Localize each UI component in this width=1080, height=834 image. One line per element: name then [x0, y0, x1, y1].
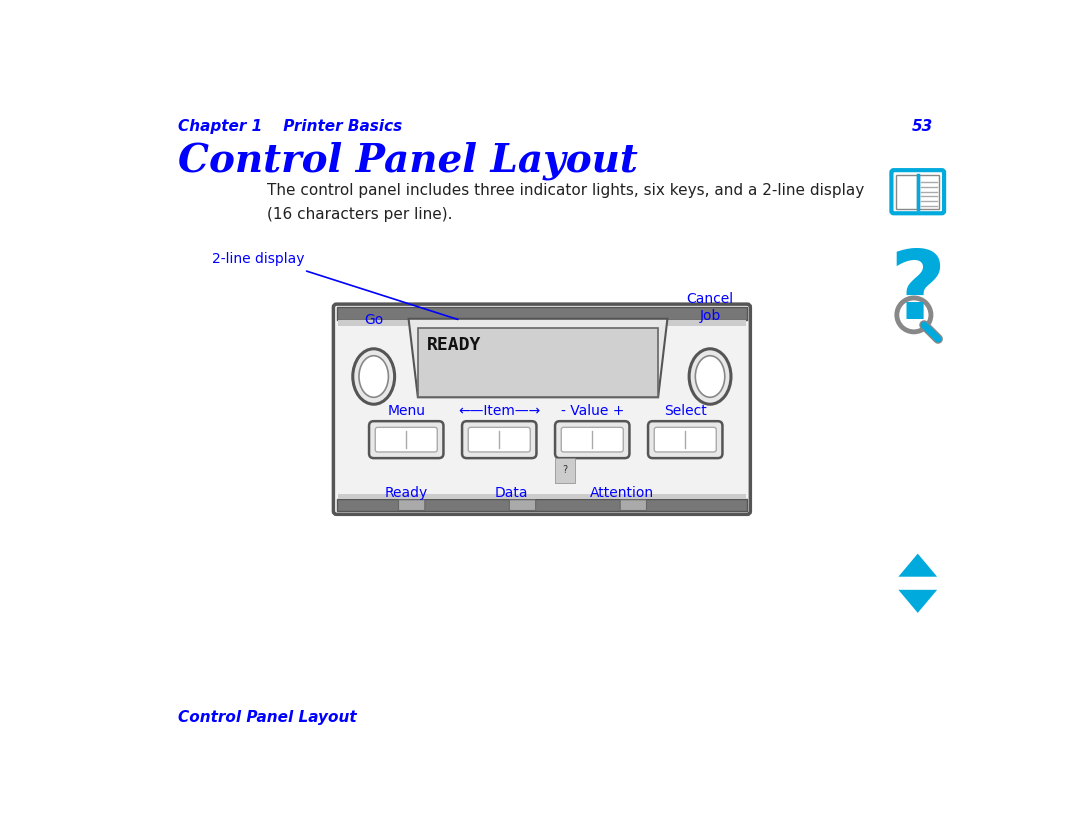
Text: Chapter 1    Printer Basics: Chapter 1 Printer Basics [177, 118, 402, 133]
Ellipse shape [689, 349, 731, 404]
Text: Go: Go [364, 314, 383, 327]
Ellipse shape [696, 356, 725, 397]
Text: Cancel
Job: Cancel Job [687, 293, 733, 323]
Circle shape [914, 249, 921, 256]
Text: Control Panel Layout: Control Panel Layout [177, 710, 356, 725]
FancyBboxPatch shape [896, 175, 917, 208]
Bar [338, 494, 745, 499]
Text: READY: READY [428, 336, 482, 354]
Text: Ready: Ready [384, 486, 428, 500]
FancyBboxPatch shape [918, 175, 940, 208]
FancyBboxPatch shape [654, 427, 716, 452]
Text: Data: Data [495, 486, 528, 500]
Text: Control Panel Layout: Control Panel Layout [177, 142, 637, 180]
Text: 2-line display: 2-line display [213, 253, 305, 266]
Text: 53: 53 [912, 118, 933, 133]
FancyBboxPatch shape [562, 427, 623, 452]
Text: ←—Item—→: ←—Item—→ [458, 404, 540, 418]
Text: ?: ? [890, 245, 946, 339]
Bar [337, 307, 747, 319]
FancyBboxPatch shape [399, 500, 424, 510]
Text: Select: Select [664, 404, 706, 418]
FancyBboxPatch shape [555, 421, 630, 458]
Text: - Value +: - Value + [561, 404, 624, 418]
FancyBboxPatch shape [620, 500, 647, 510]
Polygon shape [899, 554, 937, 576]
FancyBboxPatch shape [891, 170, 944, 214]
Bar [338, 319, 745, 326]
FancyBboxPatch shape [648, 421, 723, 458]
FancyBboxPatch shape [334, 304, 751, 515]
Text: The control panel includes three indicator lights, six keys, and a 2-line displa: The control panel includes three indicat… [267, 183, 864, 222]
Polygon shape [408, 319, 667, 397]
FancyBboxPatch shape [369, 421, 444, 458]
Ellipse shape [359, 356, 389, 397]
FancyBboxPatch shape [510, 500, 536, 510]
Text: ?: ? [563, 465, 568, 475]
Ellipse shape [353, 349, 394, 404]
Text: Attention: Attention [590, 486, 653, 500]
FancyBboxPatch shape [375, 427, 437, 452]
Circle shape [896, 298, 931, 332]
Bar [418, 328, 658, 397]
Text: Menu: Menu [388, 404, 426, 418]
Polygon shape [899, 590, 937, 613]
FancyBboxPatch shape [462, 421, 537, 458]
FancyBboxPatch shape [469, 427, 530, 452]
Bar [337, 499, 747, 511]
